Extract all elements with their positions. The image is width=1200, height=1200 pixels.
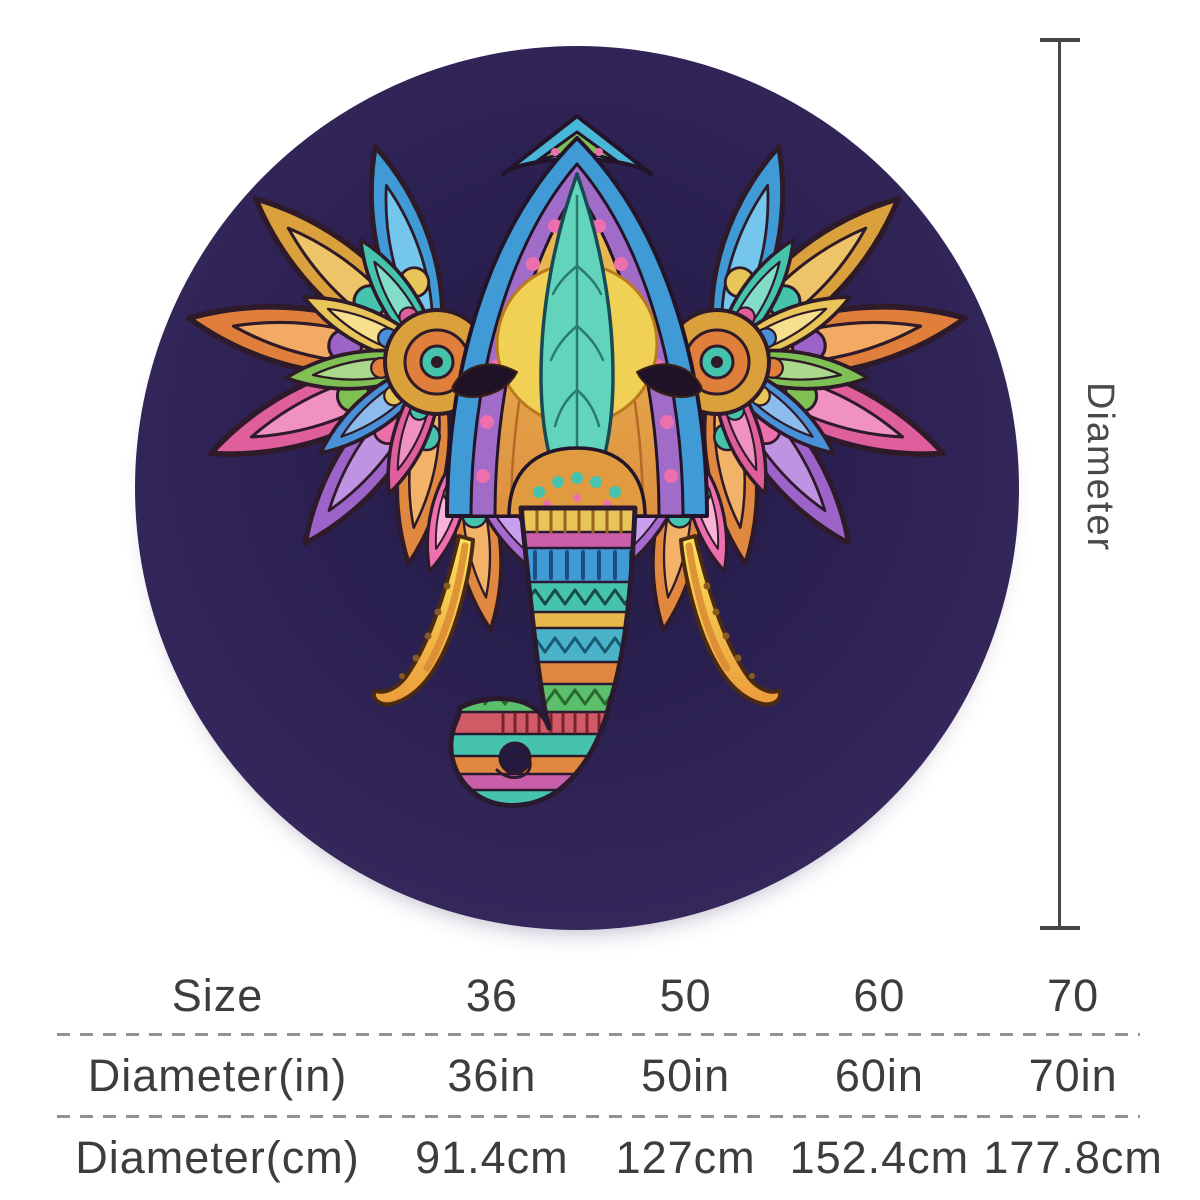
dimension-bottom-cap xyxy=(1040,926,1080,930)
size-table: Size 36 50 60 70 Diameter(in) 36in 50in … xyxy=(0,958,1200,1198)
diameter-cm-cell: 127cm xyxy=(615,1132,756,1183)
mandala-elephant-illustration xyxy=(135,114,1019,808)
diameter-dimension-line xyxy=(1040,38,1080,930)
size-cell: 60 xyxy=(853,969,906,1021)
dashed-divider xyxy=(57,1115,1140,1118)
diameter-in-cell: 70in xyxy=(1028,1049,1118,1101)
product-image-circle xyxy=(135,46,1019,930)
dashed-divider xyxy=(57,1033,1140,1036)
diameter-cm-cell: 152.4cm xyxy=(789,1132,970,1183)
table-row-diameter-in: Diameter(in) 36in 50in 60in 70in xyxy=(0,1036,1200,1115)
size-cell: 50 xyxy=(659,969,712,1021)
size-cell: 70 xyxy=(1047,969,1100,1021)
diameter-in-cell: 60in xyxy=(834,1049,924,1101)
row-label: Size xyxy=(171,969,264,1021)
size-cell: 36 xyxy=(465,969,518,1021)
table-row-size: Size 36 50 60 70 xyxy=(0,958,1200,1033)
diameter-cm-cell: 177.8cm xyxy=(983,1132,1163,1183)
row-label: Diameter(cm) xyxy=(75,1132,360,1183)
diameter-in-cell: 36in xyxy=(447,1049,537,1101)
diameter-label: Diameter xyxy=(1079,382,1121,553)
table-row-diameter-cm: Diameter(cm) 91.4cm 127cm 152.4cm 177.8c… xyxy=(0,1118,1200,1198)
dimension-vertical-line xyxy=(1058,38,1061,930)
diameter-in-cell: 50in xyxy=(641,1049,731,1101)
row-label: Diameter(in) xyxy=(87,1049,348,1101)
diameter-cm-cell: 91.4cm xyxy=(415,1132,569,1183)
